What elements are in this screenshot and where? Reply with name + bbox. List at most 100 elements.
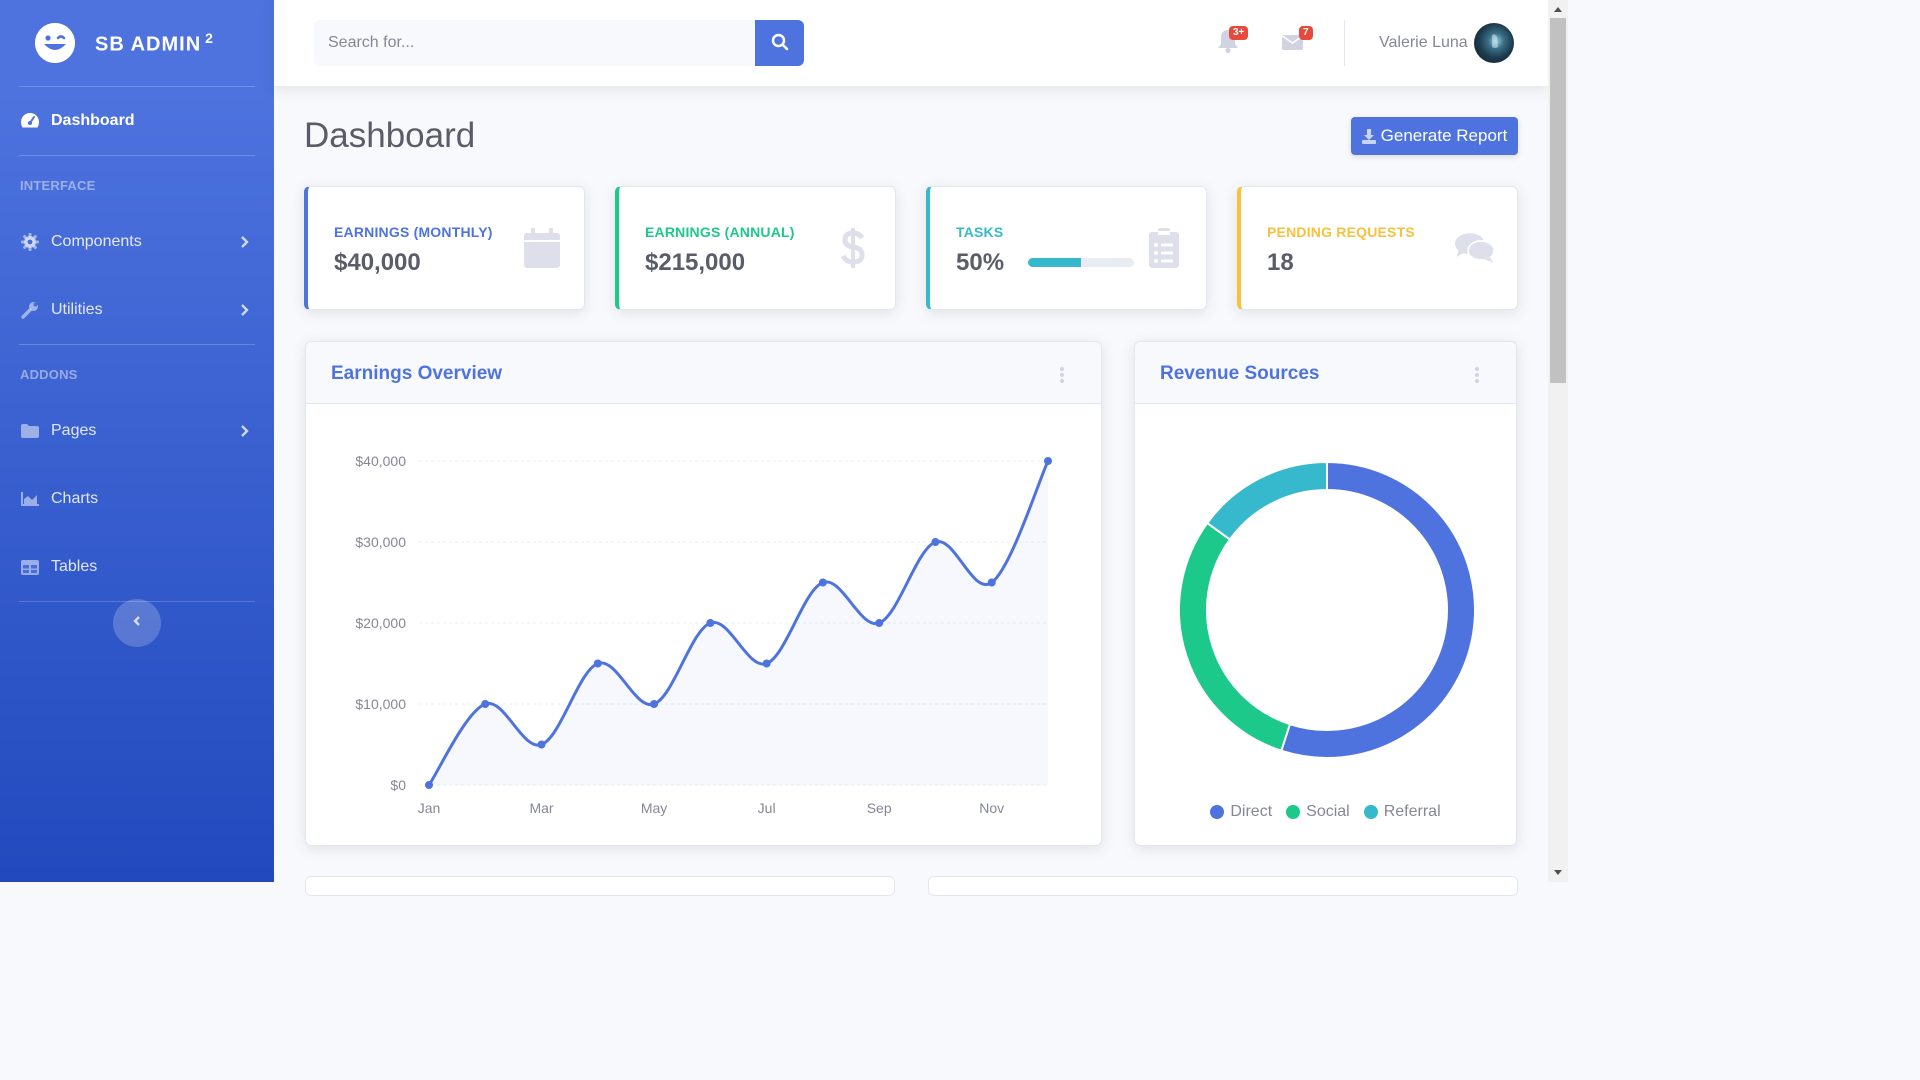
scroll-down-arrow-icon[interactable] [1548,866,1568,880]
cog-icon [20,232,40,252]
laugh-wink-icon [35,23,75,63]
bottom-card-right [928,876,1518,896]
search-button[interactable] [755,20,804,66]
sidebar-divider [19,601,255,602]
x-tick-label: May [641,800,667,816]
data-point[interactable] [987,578,996,587]
sidebar-item-label: Charts [51,490,99,507]
brand-name: SB ADMIN 2 [95,29,214,56]
scrollbar[interactable] [1548,0,1568,882]
sidebar-heading-interface: INTERFACE [20,178,96,193]
sidebar-item-tables[interactable]: Tables [0,533,274,601]
donut-slice-direct[interactable] [1280,460,1476,759]
bottom-card-left [305,876,895,896]
data-point[interactable] [593,659,602,668]
x-tick-label: Nov [979,800,1004,816]
y-tick-label: $0 [390,777,406,793]
earnings-area-fill [429,461,1048,785]
alerts-button[interactable]: 3+ [1216,26,1249,58]
generate-report-button[interactable]: Generate Report [1351,117,1518,155]
earnings-line-chart: $0 $10,000 $20,000 $30,000 $40,000 Jan Mar May J… [355,453,1052,816]
stat-card-earnings-monthly: Earnings (Monthly) $40,000 [304,186,585,310]
donut-slice-social[interactable] [1178,521,1292,753]
sidebar-item-components[interactable]: Components [0,208,274,276]
card-title: Earnings Overview [331,363,503,384]
sidebar-heading-addons: ADDONS [20,367,78,382]
page-title: Dashboard [304,116,476,155]
legend-swatch [1286,805,1301,819]
wrench-icon [20,300,40,320]
legend-label: Direct [1230,803,1273,820]
legend-item-referral: Referral [1363,803,1441,821]
chevron-right-icon [240,303,250,317]
data-point[interactable] [1044,457,1052,465]
data-point[interactable] [818,578,827,587]
data-point[interactable] [481,700,490,708]
stat-card-tasks: Tasks 50% [926,186,1207,310]
data-point[interactable] [650,700,659,708]
ellipsis-vertical-icon[interactable] [1474,366,1480,384]
tachometer-icon [20,111,40,131]
stat-value: 18 [1267,249,1294,276]
sidebar-item-label: Utilities [51,301,103,318]
brand[interactable]: SB ADMIN 2 [0,0,274,86]
data-point[interactable] [425,781,433,789]
sidebar-item-charts[interactable]: Charts [0,465,274,533]
legend-item-social: Social [1286,803,1350,821]
donut-slice-referral[interactable] [1205,460,1328,541]
y-tick-label: $40,000 [355,453,406,469]
data-point[interactable] [875,619,884,627]
sidebar-item-label: Pages [51,422,97,439]
avatar[interactable] [1474,23,1514,63]
stat-value: 50% [956,249,1005,276]
tasks-progress-bar [1028,258,1134,267]
y-tick-label: $10,000 [355,696,406,712]
stat-title: Tasks [956,224,1004,240]
scroll-thumb[interactable] [1550,18,1566,383]
data-point[interactable] [706,619,715,627]
card-header: Revenue Sources [1135,342,1516,404]
envelope-icon [1281,35,1305,58]
data-point[interactable] [931,538,940,546]
topbar-divider [1344,20,1345,66]
alerts-badge: 3+ [1229,26,1249,40]
sidebar-divider [19,86,255,87]
sidebar-item-dashboard[interactable]: Dashboard [0,87,274,155]
revenue-sources-card: Revenue Sources Direct Social Referral [1134,341,1517,846]
bell-icon [1216,30,1240,58]
sidebar-toggle-button[interactable] [113,599,161,647]
chart-area-icon [20,489,40,509]
download-icon [1361,128,1376,144]
legend-label: Referral [1383,803,1441,820]
legend-item-direct: Direct [1210,803,1272,821]
dollar-sign-icon [833,227,873,269]
search-bar [314,20,804,66]
stat-title: Earnings (Annual) [645,224,795,240]
earnings-overview-card: Earnings Overview $0 $10,000 $20,000 $30,00… [305,341,1102,846]
sidebar-item-label: Dashboard [51,112,135,129]
chevron-left-icon [132,614,142,633]
scroll-up-arrow-icon[interactable] [1548,2,1568,16]
search-input[interactable] [314,20,755,66]
calendar-icon [522,227,562,269]
messages-button[interactable]: 7 [1281,26,1313,58]
sidebar-item-utilities[interactable]: Utilities [0,276,274,344]
sidebar: SB ADMIN 2 Dashboard INTERFACE Components… [0,0,274,882]
search-icon [771,33,789,54]
x-tick-label: Jan [418,800,441,816]
comments-icon [1455,227,1495,269]
table-icon [20,557,40,577]
topbar: 3+ 7 Valerie Luna [274,0,1548,86]
card-header: Earnings Overview [306,342,1101,404]
x-tick-label: Sep [867,800,892,816]
legend-swatch [1210,805,1225,819]
stat-card-earnings-annual: Earnings (Annual) $215,000 [615,186,896,310]
sidebar-item-pages[interactable]: Pages [0,397,274,465]
user-name[interactable]: Valerie Luna [1379,34,1468,51]
x-tick-label: Mar [529,800,553,816]
y-tick-label: $20,000 [355,615,406,631]
data-point[interactable] [762,659,771,668]
stat-title: Earnings (Monthly) [334,224,493,240]
ellipsis-vertical-icon[interactable] [1059,366,1065,384]
data-point[interactable] [537,740,546,749]
